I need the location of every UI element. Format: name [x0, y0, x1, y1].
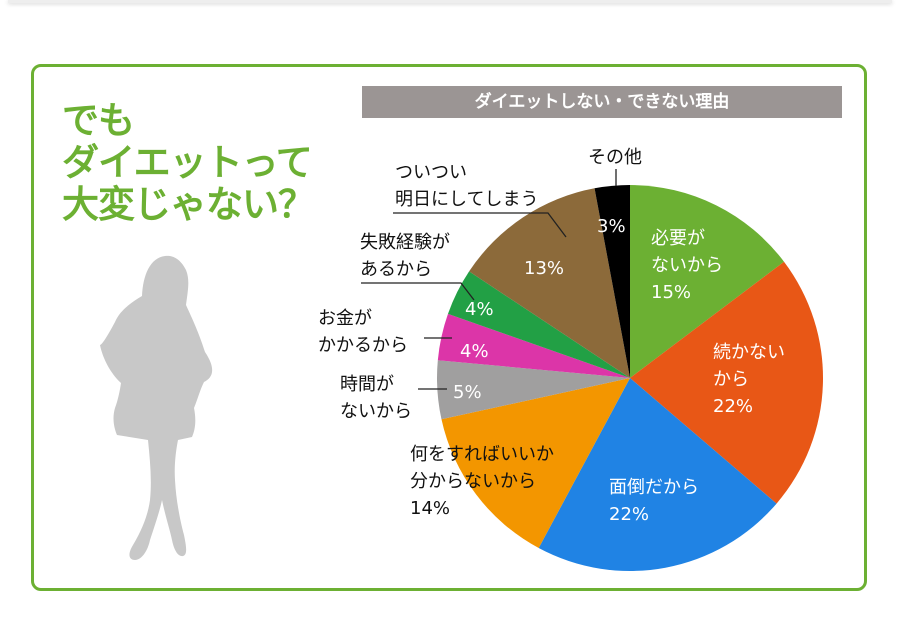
label-money: かかるから: [318, 335, 408, 356]
label-failure: あるから: [360, 259, 432, 280]
label-procrastinate: ついつい: [395, 162, 467, 183]
pie-slice-6: [437, 313, 630, 378]
pie-slice-9: [594, 185, 630, 378]
pct-money: 4%: [460, 341, 489, 362]
pct-no-time: 5%: [453, 382, 482, 403]
pct-failure: 4%: [465, 299, 494, 320]
headline: でも ダイエットって 大変じゃない？: [62, 99, 315, 226]
label-procrastinate: 明日にしてしまう: [395, 189, 538, 210]
headline-line-3: 大変じゃない？: [62, 183, 315, 226]
pie-slice-7: [447, 271, 630, 378]
label-necessary: 必要が: [651, 228, 705, 249]
pct-other: 3%: [597, 216, 626, 237]
headline-line-2: ダイエットって: [62, 141, 313, 184]
label-no-time: ないから: [340, 401, 412, 422]
label-not-continue: から: [713, 369, 749, 390]
label-not-continue: 続かない: [713, 342, 785, 363]
content-frame: [31, 64, 867, 591]
pie-slice-8: [469, 188, 630, 378]
pie-slice-2: [630, 261, 823, 504]
pct-dont-know: 14%: [410, 498, 450, 519]
pct-troublesome: 22%: [609, 504, 649, 525]
label-money: お金が: [318, 308, 372, 329]
label-troublesome: 面倒だから: [609, 477, 699, 498]
label-failure: 失敗経験が: [360, 232, 450, 253]
headline-line-1: でも: [62, 99, 135, 142]
pct-not-continue: 22%: [713, 396, 753, 417]
callout-line: [393, 212, 567, 238]
pct-necessary: 15%: [651, 282, 691, 303]
label-necessary: ないから: [651, 255, 723, 276]
pct-procrastinate: 13%: [524, 258, 564, 279]
chart-title: ダイエットしない・できない理由: [362, 86, 842, 118]
callout-line: [361, 282, 475, 301]
pie-slice-1: [630, 185, 785, 378]
pie-slice-3: [538, 378, 777, 571]
top-shadow-bar: [8, 0, 892, 3]
label-dont-know: 何をすればいいか: [410, 444, 554, 465]
pie-slice-5: [437, 360, 630, 420]
label-no-time: 時間が: [340, 374, 394, 395]
label-dont-know: 分からないから: [410, 471, 536, 492]
label-other: その他: [588, 147, 642, 168]
pie-slice-4: [441, 378, 630, 549]
